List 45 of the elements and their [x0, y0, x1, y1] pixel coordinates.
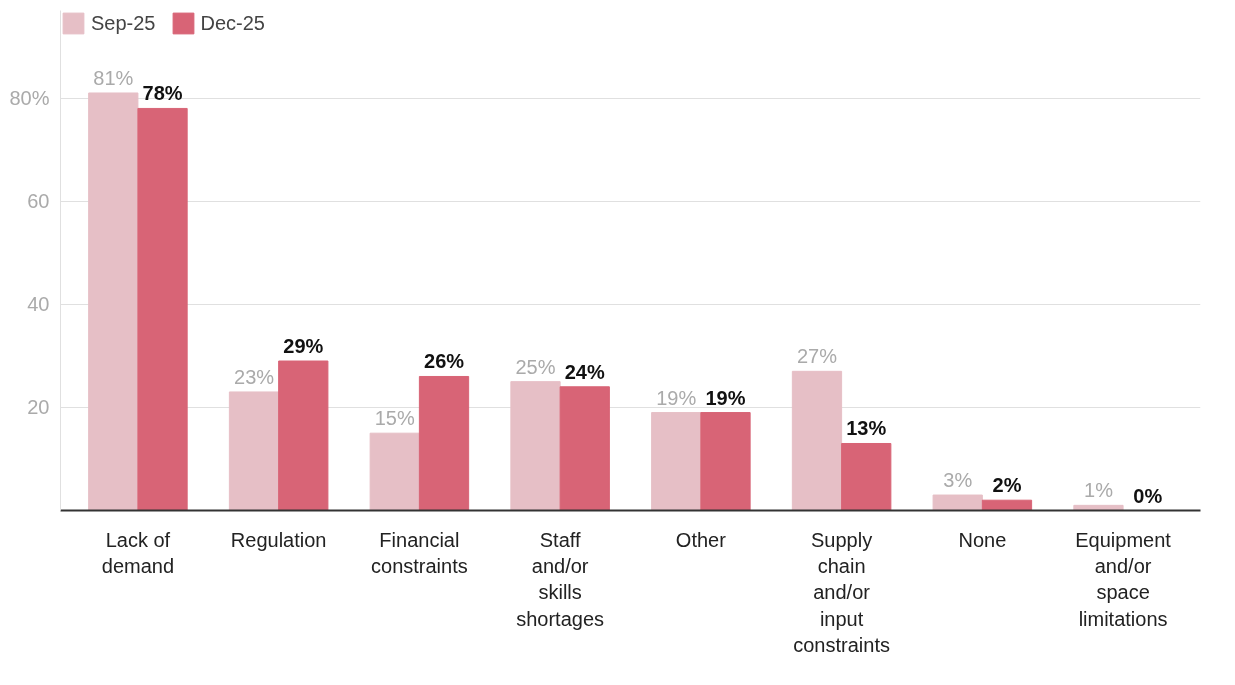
legend-label: Sep-25	[91, 11, 156, 35]
bar	[88, 92, 139, 511]
x-tick-label: Regulation	[230, 528, 327, 551]
y-tick-label: 60	[27, 190, 50, 213]
x-tick-label: Supply chain and/or input constraints	[793, 528, 890, 657]
x-tick-label: Staff and/or skills shortages	[516, 528, 605, 630]
data-label: 19%	[656, 386, 697, 409]
y-tick-label: 80%	[9, 87, 50, 110]
data-label: 25%	[515, 355, 556, 378]
bar	[369, 432, 420, 511]
x-tick-label: None	[958, 528, 1007, 551]
data-label: 0%	[1133, 484, 1163, 507]
data-label: 27%	[796, 345, 838, 368]
bar	[981, 499, 1033, 511]
bar	[791, 370, 843, 511]
data-label: 13%	[846, 417, 887, 440]
bar	[700, 412, 751, 511]
bar	[278, 360, 329, 511]
x-tick-label: Financial constraints	[371, 528, 468, 577]
data-label: 26%	[424, 350, 465, 373]
data-label: 2%	[992, 474, 1022, 497]
x-tick-label: Other	[675, 528, 727, 551]
data-label: 15%	[374, 407, 415, 430]
legend-label: Dec-25	[200, 11, 265, 35]
bar	[1073, 504, 1124, 511]
data-label: 24%	[564, 360, 605, 383]
x-tick-label: Lack of demand	[101, 528, 175, 577]
bar	[841, 442, 892, 511]
bar	[137, 107, 188, 511]
bar	[510, 381, 561, 511]
bar	[559, 386, 610, 511]
bar	[418, 375, 470, 511]
bar	[228, 391, 280, 511]
bar	[651, 412, 702, 511]
data-label: 23%	[234, 365, 275, 388]
x-tick-label: Equipment and/or space limitations	[1075, 528, 1172, 630]
y-tick-label: 20	[27, 396, 50, 419]
data-label: 3%	[943, 469, 973, 492]
data-label: 1%	[1084, 479, 1114, 502]
data-label: 19%	[705, 386, 746, 409]
data-label: 78%	[142, 82, 183, 105]
bar	[932, 494, 983, 511]
y-tick-label: 40	[27, 293, 50, 316]
data-label: 29%	[283, 335, 324, 358]
data-label: 81%	[93, 66, 134, 89]
